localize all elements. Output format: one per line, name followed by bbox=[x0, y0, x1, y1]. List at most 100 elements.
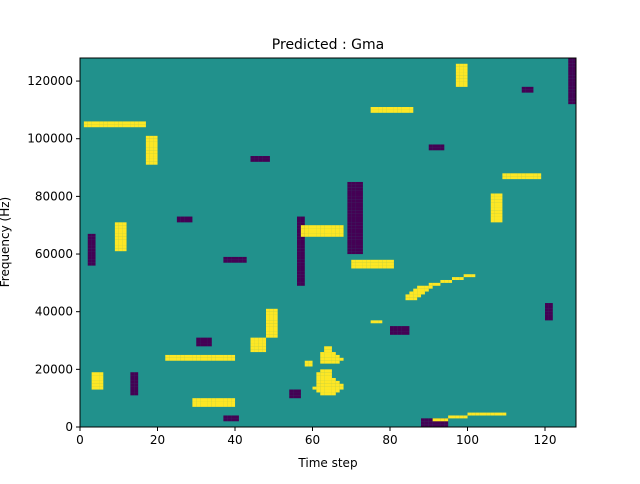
heatmap-cell-high bbox=[498, 196, 503, 200]
heatmap-cell-low bbox=[300, 248, 305, 252]
heatmap-cell-high bbox=[262, 340, 267, 344]
heatmap-cell-low bbox=[207, 340, 212, 344]
heatmap-cell-low bbox=[572, 75, 577, 79]
heatmap-cell-low bbox=[91, 256, 96, 260]
heatmap-cell-high bbox=[320, 354, 325, 358]
heatmap-cell-high bbox=[149, 147, 154, 151]
heatmap-cell-high bbox=[324, 375, 329, 379]
heatmap-cell-low bbox=[347, 233, 352, 237]
heatmap-cell-high bbox=[122, 228, 127, 232]
heatmap-cell-low bbox=[525, 89, 530, 93]
heatmap-cell-high bbox=[316, 386, 321, 390]
heatmap-cell-low bbox=[130, 392, 135, 396]
heatmap-cell-high bbox=[273, 317, 278, 321]
heatmap-cell-high bbox=[266, 317, 270, 321]
heatmap-cell-low bbox=[351, 219, 356, 223]
heatmap-cell-low bbox=[188, 216, 193, 220]
heatmap-cell-high bbox=[514, 173, 518, 177]
heatmap-cell-high bbox=[118, 124, 123, 128]
y-tick-label: 0 bbox=[65, 420, 73, 434]
heatmap-cell-high bbox=[494, 210, 499, 214]
heatmap-cell-low bbox=[405, 331, 410, 335]
heatmap-cell-high bbox=[475, 412, 480, 416]
heatmap-cell-low bbox=[436, 424, 441, 428]
heatmap-cell-low bbox=[424, 424, 429, 428]
heatmap-cell-high bbox=[502, 412, 507, 416]
heatmap-cell-high bbox=[266, 323, 270, 327]
heatmap-cell-high bbox=[335, 389, 340, 393]
heatmap-cell-low bbox=[242, 256, 247, 260]
heatmap-cell-low bbox=[548, 311, 553, 315]
heatmap-cell-high bbox=[118, 121, 123, 125]
heatmap-cell-low bbox=[359, 230, 363, 234]
heatmap-cell-high bbox=[145, 156, 150, 159]
heatmap-cell-high bbox=[405, 294, 410, 298]
heatmap-cell-low bbox=[200, 343, 205, 347]
heatmap-cell-high bbox=[324, 392, 329, 396]
heatmap-cell-high bbox=[211, 357, 216, 361]
heatmap-cell-high bbox=[258, 346, 263, 350]
heatmap-cell-low bbox=[300, 274, 305, 278]
heatmap-cell-high bbox=[145, 138, 150, 142]
heatmap-cell-high bbox=[421, 285, 425, 289]
heatmap-cell-high bbox=[227, 357, 232, 361]
y-tick-label: 20000 bbox=[35, 362, 73, 376]
heatmap-cell-high bbox=[378, 107, 383, 110]
heatmap-cell-low bbox=[355, 236, 360, 240]
heatmap-cell-high bbox=[149, 144, 154, 148]
heatmap-cell-high bbox=[328, 386, 332, 390]
heatmap-cell-low bbox=[572, 98, 577, 102]
heatmap-cell-low bbox=[521, 86, 526, 90]
heatmap-cell-high bbox=[490, 219, 495, 223]
heatmap-cell-high bbox=[118, 222, 123, 226]
heatmap-cell-high bbox=[455, 63, 460, 67]
heatmap-cell-high bbox=[521, 173, 526, 177]
heatmap-cell-high bbox=[382, 109, 387, 113]
heatmap-cell-high bbox=[444, 279, 449, 283]
heatmap-cell-low bbox=[207, 337, 212, 341]
heatmap-cell-high bbox=[304, 233, 309, 237]
heatmap-cell-low bbox=[196, 337, 201, 341]
heatmap-cell-low bbox=[297, 279, 301, 283]
heatmap-cell-high bbox=[494, 216, 499, 220]
heatmap-cell-high bbox=[370, 109, 375, 113]
heatmap-cell-high bbox=[258, 343, 263, 347]
heatmap-cell-high bbox=[417, 285, 422, 289]
heatmap-cell-high bbox=[506, 176, 511, 180]
heatmap-cell-high bbox=[227, 401, 232, 404]
heatmap-cell-high bbox=[421, 288, 425, 292]
heatmap-cell-low bbox=[548, 303, 553, 306]
heatmap-cell-high bbox=[494, 207, 499, 211]
heatmap-cell-low bbox=[351, 210, 356, 214]
heatmap-cell-high bbox=[269, 331, 274, 335]
heatmap-cell-high bbox=[304, 225, 309, 229]
heatmap-cell-high bbox=[366, 259, 371, 263]
heatmap-cell-high bbox=[223, 398, 228, 402]
heatmap-cell-low bbox=[359, 225, 363, 229]
heatmap-cell-low bbox=[545, 317, 549, 321]
heatmap-cell-high bbox=[107, 124, 112, 128]
heatmap-cell-low bbox=[188, 219, 193, 223]
heatmap-cell-low bbox=[428, 424, 433, 428]
heatmap-cell-high bbox=[494, 205, 499, 208]
heatmap-cell-low bbox=[355, 187, 360, 191]
heatmap-cell-low bbox=[432, 147, 437, 151]
heatmap-cell-high bbox=[328, 360, 332, 364]
heatmap-cell-high bbox=[145, 161, 150, 165]
heatmap-cell-low bbox=[548, 314, 553, 318]
heatmap-cell-high bbox=[424, 288, 429, 292]
heatmap-cell-low bbox=[227, 415, 232, 419]
heatmap-cell-high bbox=[320, 360, 325, 364]
heatmap-cell-high bbox=[312, 230, 317, 234]
heatmap-cell-low bbox=[359, 228, 363, 232]
heatmap-cell-high bbox=[459, 63, 464, 67]
heatmap-cell-high bbox=[328, 357, 332, 361]
heatmap-cell-low bbox=[572, 72, 577, 76]
heatmap-cell-high bbox=[204, 398, 208, 402]
x-tick-label: 40 bbox=[227, 433, 242, 447]
heatmap-cell-low bbox=[572, 92, 577, 96]
heatmap-cell-high bbox=[421, 291, 425, 295]
heatmap-cell-low bbox=[545, 303, 549, 306]
heatmap-cell-high bbox=[223, 403, 228, 407]
heatmap-cell-high bbox=[463, 66, 468, 70]
